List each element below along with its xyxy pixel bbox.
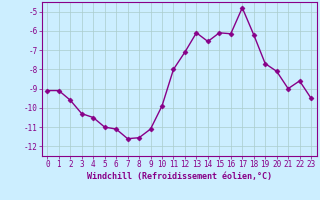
X-axis label: Windchill (Refroidissement éolien,°C): Windchill (Refroidissement éolien,°C) <box>87 172 272 181</box>
